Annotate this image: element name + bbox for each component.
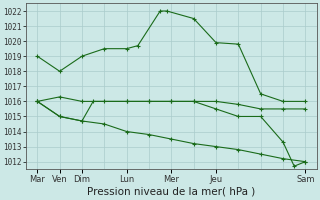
X-axis label: Pression niveau de la mer( hPa ): Pression niveau de la mer( hPa ) [87, 187, 255, 197]
